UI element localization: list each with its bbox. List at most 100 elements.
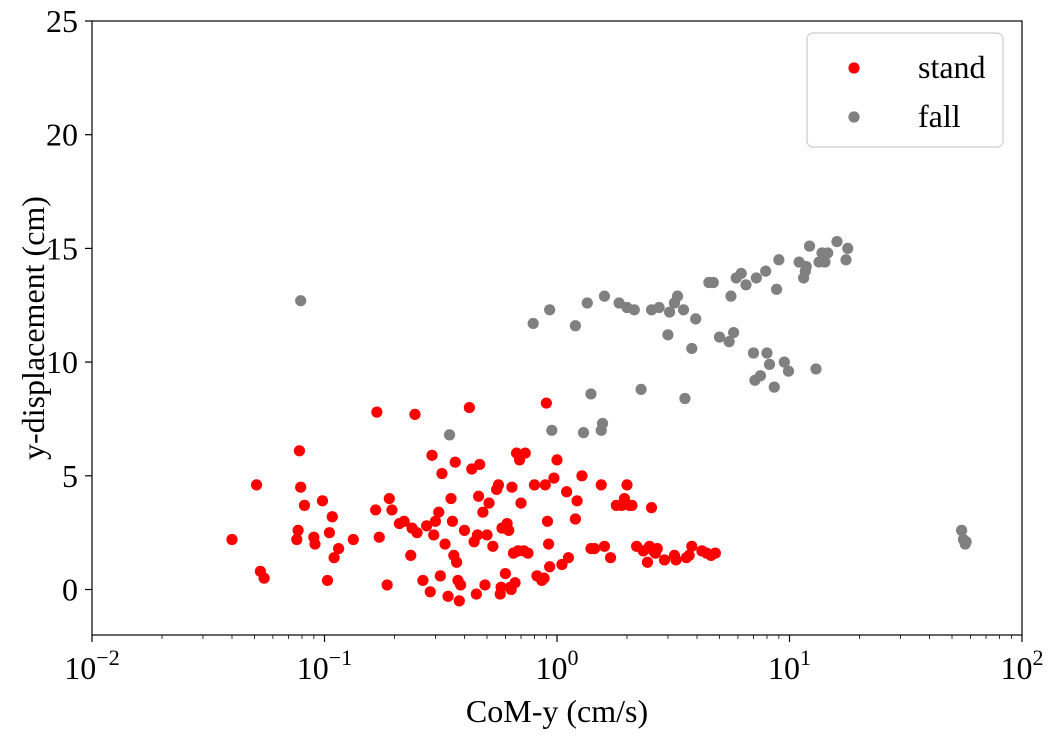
point-stand-100 bbox=[588, 542, 601, 555]
x-tick-label-0: 10−2 bbox=[64, 645, 119, 686]
point-fall-34 bbox=[740, 279, 752, 291]
point-fall-31 bbox=[728, 326, 740, 339]
point-stand-33 bbox=[426, 449, 438, 461]
point-stand-103 bbox=[604, 552, 617, 564]
point-stand-59 bbox=[481, 529, 493, 541]
point-stand-97 bbox=[571, 495, 583, 507]
point-fall-23 bbox=[679, 392, 691, 405]
point-stand-112 bbox=[641, 556, 654, 568]
point-stand-58 bbox=[479, 579, 491, 591]
point-stand-18 bbox=[370, 504, 382, 516]
point-stand-90 bbox=[544, 561, 556, 573]
point-stand-13 bbox=[323, 527, 336, 539]
point-fall-25 bbox=[690, 313, 702, 325]
point-fall-10 bbox=[596, 417, 609, 430]
point-stand-49 bbox=[458, 524, 471, 536]
point-stand-54 bbox=[471, 529, 484, 541]
point-fall-24 bbox=[686, 342, 698, 355]
x-tick-label-2: 100 bbox=[536, 645, 579, 686]
x-tick-label-1: 10−1 bbox=[297, 645, 352, 686]
point-stand-12 bbox=[321, 574, 334, 587]
point-stand-28 bbox=[409, 408, 421, 421]
point-stand-45 bbox=[451, 556, 463, 568]
point-stand-50 bbox=[463, 401, 476, 414]
point-fall-46 bbox=[782, 365, 795, 377]
point-fall-57 bbox=[831, 235, 843, 248]
point-stand-31 bbox=[421, 520, 433, 532]
y-axis-label: y-displacement (cm) bbox=[15, 196, 51, 460]
point-fall-40 bbox=[761, 347, 773, 359]
point-stand-89 bbox=[542, 538, 555, 550]
point-fall-38 bbox=[754, 370, 767, 382]
data-points bbox=[226, 235, 972, 607]
point-stand-81 bbox=[522, 547, 534, 559]
point-stand-14 bbox=[326, 511, 338, 523]
y-tick-label-0: 0 bbox=[62, 572, 78, 608]
point-fall-44 bbox=[773, 254, 785, 266]
point-fall-29 bbox=[723, 336, 735, 348]
point-stand-1 bbox=[250, 479, 263, 491]
point-fall-22 bbox=[677, 304, 690, 316]
point-fall-21 bbox=[671, 290, 684, 302]
point-stand-56 bbox=[474, 458, 486, 471]
point-stand-127 bbox=[709, 547, 721, 559]
point-stand-25 bbox=[398, 515, 410, 527]
point-stand-29 bbox=[411, 527, 423, 539]
y-tick-label-1: 5 bbox=[62, 458, 78, 494]
legend: stand fall bbox=[806, 32, 1004, 148]
point-fall-58 bbox=[840, 254, 852, 266]
point-stand-101 bbox=[595, 479, 607, 491]
point-fall-4 bbox=[546, 424, 558, 436]
point-stand-4 bbox=[291, 533, 303, 546]
point-stand-21 bbox=[381, 579, 393, 591]
point-stand-19 bbox=[371, 406, 383, 418]
y-tick-label-5: 25 bbox=[46, 3, 78, 39]
point-stand-94 bbox=[561, 486, 573, 498]
point-stand-36 bbox=[433, 506, 445, 518]
point-fall-1 bbox=[443, 429, 456, 441]
point-stand-0 bbox=[226, 533, 238, 546]
point-stand-20 bbox=[373, 531, 385, 543]
point-fall-51 bbox=[803, 240, 816, 252]
point-stand-37 bbox=[434, 570, 446, 582]
point-stand-11 bbox=[316, 495, 329, 507]
point-stand-6 bbox=[293, 445, 306, 457]
point-stand-67 bbox=[499, 568, 512, 580]
point-stand-26 bbox=[405, 549, 417, 562]
point-stand-32 bbox=[424, 586, 436, 598]
point-stand-85 bbox=[538, 572, 550, 584]
point-stand-114 bbox=[645, 502, 658, 514]
point-stand-47 bbox=[453, 595, 465, 607]
point-fall-35 bbox=[747, 347, 760, 359]
point-stand-63 bbox=[492, 479, 505, 491]
point-stand-40 bbox=[442, 590, 454, 602]
point-stand-39 bbox=[439, 538, 451, 550]
point-stand-95 bbox=[562, 552, 575, 564]
point-stand-55 bbox=[472, 490, 485, 502]
legend-marker-fall bbox=[848, 111, 860, 123]
point-fall-5 bbox=[569, 320, 582, 332]
point-fall-41 bbox=[763, 358, 776, 370]
point-fall-56 bbox=[822, 247, 834, 259]
point-stand-117 bbox=[651, 542, 663, 555]
point-stand-96 bbox=[569, 513, 582, 525]
point-stand-41 bbox=[445, 492, 457, 505]
point-stand-22 bbox=[383, 492, 395, 505]
point-stand-3 bbox=[258, 572, 270, 584]
legend-marker-stand bbox=[848, 62, 860, 74]
point-fall-60 bbox=[956, 524, 968, 536]
point-fall-59 bbox=[842, 242, 854, 255]
point-stand-86 bbox=[539, 479, 551, 491]
point-stand-118 bbox=[658, 554, 671, 566]
point-fall-42 bbox=[768, 381, 780, 393]
point-fall-50 bbox=[800, 261, 812, 273]
tick-labels: 10−2 10−1 100 101 102 0 5 10 15 20 25 bbox=[46, 3, 1044, 686]
point-fall-39 bbox=[760, 265, 772, 277]
point-fall-43 bbox=[770, 283, 783, 295]
point-stand-8 bbox=[298, 499, 311, 511]
point-stand-107 bbox=[621, 479, 633, 491]
point-fall-19 bbox=[664, 306, 676, 318]
point-fall-8 bbox=[585, 388, 597, 400]
point-fall-3 bbox=[544, 304, 556, 316]
point-stand-65 bbox=[495, 581, 507, 593]
